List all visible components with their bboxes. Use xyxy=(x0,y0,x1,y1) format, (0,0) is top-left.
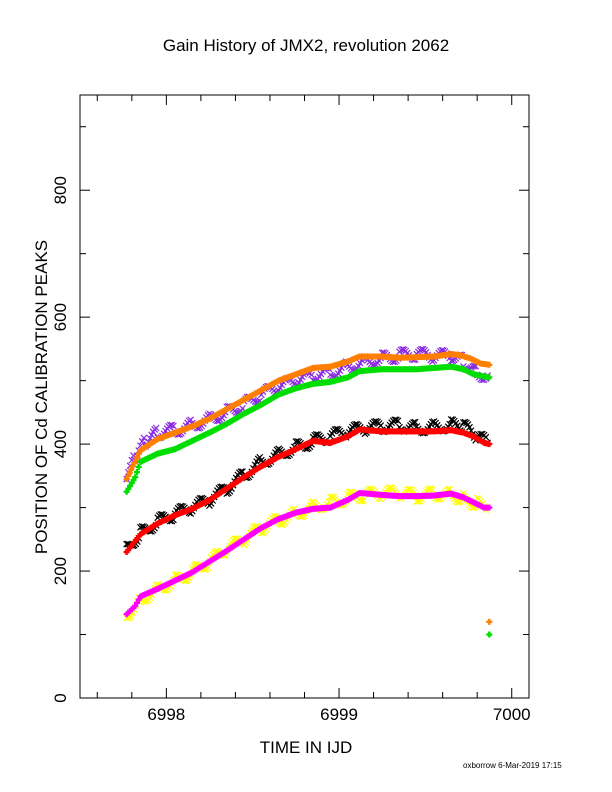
data-point xyxy=(377,422,385,430)
data-point xyxy=(169,422,177,430)
data-point xyxy=(482,433,490,441)
data-point xyxy=(410,419,418,426)
data-point xyxy=(133,469,140,476)
data-point xyxy=(486,441,493,448)
data-point xyxy=(486,374,493,381)
series-1 xyxy=(123,350,493,625)
axis-ticks: 6998 6999 7000 0 200 400 600 800 xyxy=(51,95,531,724)
x-tick-label: 6998 xyxy=(147,705,185,724)
y-tick-label: 800 xyxy=(51,176,70,204)
y-tick-label: 200 xyxy=(51,557,70,585)
data-point xyxy=(135,463,142,470)
data-point xyxy=(132,474,139,481)
data-point xyxy=(138,437,146,445)
data-point xyxy=(486,618,493,625)
data-point xyxy=(152,424,160,432)
data-point xyxy=(333,425,341,433)
data-point xyxy=(308,371,315,379)
series-2 xyxy=(123,363,493,638)
data-point xyxy=(394,417,402,425)
data-point xyxy=(359,497,367,504)
data-point xyxy=(446,420,454,428)
y-tick-label: 0 xyxy=(51,693,70,702)
data-point xyxy=(486,504,493,511)
series-6 xyxy=(123,489,493,618)
data-point xyxy=(486,361,493,368)
data-point xyxy=(429,486,436,494)
data-point xyxy=(411,418,419,426)
data-point xyxy=(466,423,473,431)
series-group xyxy=(123,345,493,638)
chart-title: Gain History of JMX2, revolution 2062 xyxy=(162,36,450,55)
plot-frame xyxy=(79,94,530,699)
y-tick-label: 400 xyxy=(51,430,70,458)
data-point xyxy=(486,631,493,638)
data-point xyxy=(177,502,185,510)
y-tick-label: 600 xyxy=(51,303,70,331)
footer-credit: oxborrow 6-Mar-2019 17:15 xyxy=(463,761,562,770)
data-point xyxy=(237,468,245,476)
x-tick-label: 7000 xyxy=(493,705,531,724)
x-axis-label: TIME IN IJD xyxy=(259,738,353,757)
x-tick-label: 6999 xyxy=(320,705,358,724)
data-point xyxy=(140,434,148,442)
series-4 xyxy=(123,426,493,556)
